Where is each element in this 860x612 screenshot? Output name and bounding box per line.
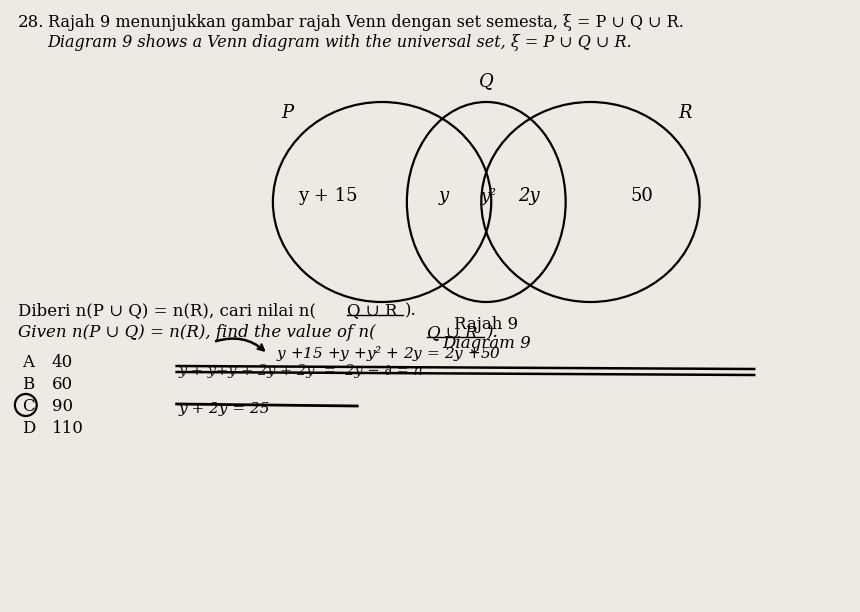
Text: Q ∪ R: Q ∪ R	[427, 324, 477, 341]
Text: Given n(P ∪ Q) = n(R), find the value of n(: Given n(P ∪ Q) = n(R), find the value of…	[18, 324, 376, 341]
Text: 60: 60	[52, 376, 73, 393]
Text: Rajah 9 menunjukkan gambar rajah Venn dengan set semesta, ξ = P ∪ Q ∪ R.: Rajah 9 menunjukkan gambar rajah Venn de…	[47, 14, 684, 31]
Text: Diagram 9: Diagram 9	[442, 335, 531, 352]
Text: Rajah 9: Rajah 9	[454, 316, 519, 333]
Text: A: A	[22, 354, 34, 371]
Text: Diberi n(P ∪ Q) = n(R), cari nilai n(: Diberi n(P ∪ Q) = n(R), cari nilai n(	[18, 302, 316, 319]
Text: 40: 40	[52, 354, 73, 371]
Text: C: C	[22, 398, 34, 415]
Text: ).: ).	[405, 302, 416, 319]
Text: 110: 110	[52, 420, 83, 437]
Text: Q ∪ R: Q ∪ R	[347, 302, 397, 319]
Text: y + 2y = 25: y + 2y = 25	[179, 402, 270, 416]
Text: 28.: 28.	[18, 14, 45, 31]
Text: Q: Q	[479, 72, 494, 90]
Text: 50: 50	[630, 187, 654, 205]
Text: y²: y²	[480, 187, 496, 204]
Text: y + y+y + 2y + 2y  =  2y − ∂ = n: y + y+y + 2y + 2y = 2y − ∂ = n	[179, 364, 423, 378]
Text: y $\it{+}$15 $\it{+}$y $\it{+}$y² $\it{+}$ 2y = 2y $\it{+}$50: y $\it{+}$15 $\it{+}$y $\it{+}$y² $\it{+…	[276, 344, 501, 363]
Text: y: y	[439, 187, 449, 205]
Text: 2y: 2y	[518, 187, 540, 205]
Text: P: P	[281, 104, 293, 122]
Text: Diagram 9 shows a Venn diagram with the universal set, ξ = P ∪ Q ∪ R.: Diagram 9 shows a Venn diagram with the …	[47, 34, 632, 51]
Text: B: B	[22, 376, 34, 393]
Text: D: D	[22, 420, 35, 437]
Text: R: R	[679, 104, 691, 122]
Text: 90: 90	[52, 398, 73, 415]
Text: y + 15: y + 15	[298, 187, 357, 205]
Text: ).: ).	[486, 324, 498, 341]
